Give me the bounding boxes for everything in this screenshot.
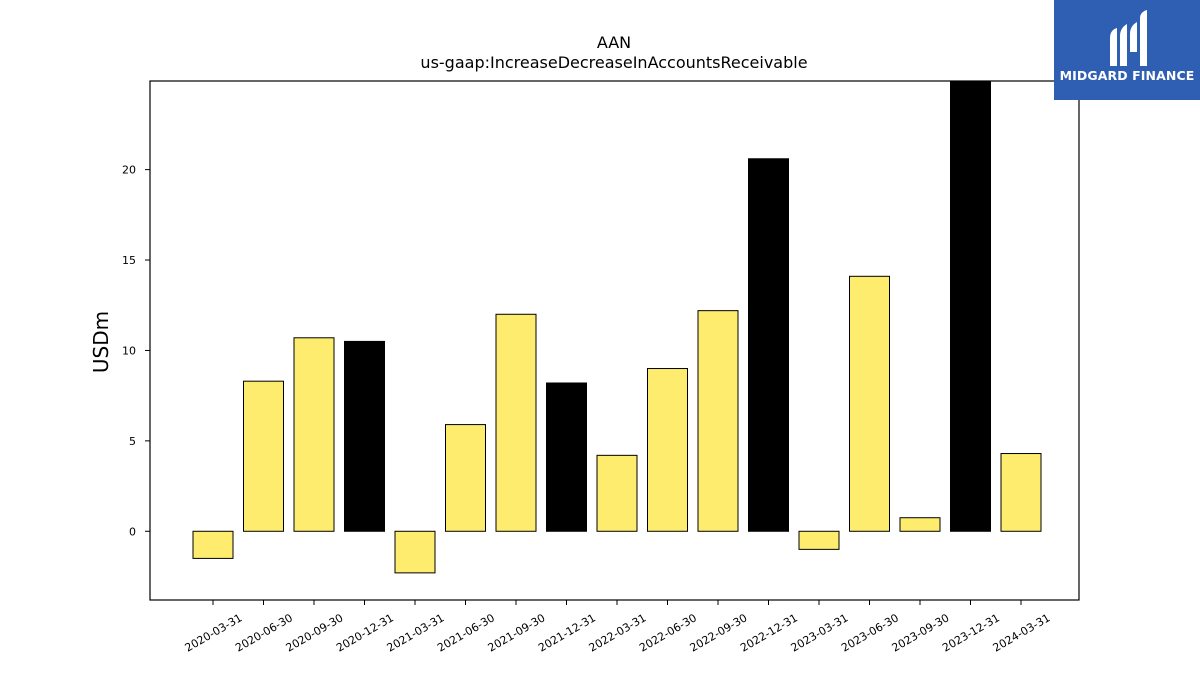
bar-2024-03-31 [1000,453,1042,532]
bar-2021-03-31 [394,530,436,574]
chart-subtitle: us-gaap:IncreaseDecreaseInAccountsReceiv… [420,53,807,72]
bar-2023-09-30 [899,517,941,532]
bar-2020-09-30 [293,337,335,532]
bar-2021-09-30 [495,313,537,532]
y-tick-label: 15 [122,254,136,267]
bar-2021-06-30 [445,424,486,532]
bar-2022-03-31 [596,454,638,532]
bar-2020-12-31 [344,340,385,532]
plot-frame [149,80,1080,601]
bar-2023-06-30 [849,275,890,532]
y-tick-label: 20 [122,164,136,177]
y-axis-label: USDm [89,311,113,373]
brand-logo: MIDGARD FINANCE [1054,0,1200,100]
y-tick-label: 5 [129,435,136,448]
bar-2022-06-30 [647,368,688,532]
y-tick-label: 0 [129,525,136,538]
bar-2022-09-30 [697,310,739,532]
x-tick-label: 2024-03-31 [991,611,1053,654]
bar-2021-12-31 [546,382,587,532]
brand-name: MIDGARD FINANCE [1059,68,1195,83]
bar-2023-03-31 [798,530,840,550]
plot-area: 051015202020-03-312020-06-302020-09-3020… [122,80,1053,655]
chart-title: AAN [597,33,631,52]
brand-mark-icon [1110,10,1147,66]
y-tick-label: 10 [122,344,136,357]
bar-2023-12-31 [950,80,991,532]
bar-2020-06-30 [243,380,284,532]
bar-2020-03-31 [192,530,234,559]
bar-2022-12-31 [748,158,789,532]
